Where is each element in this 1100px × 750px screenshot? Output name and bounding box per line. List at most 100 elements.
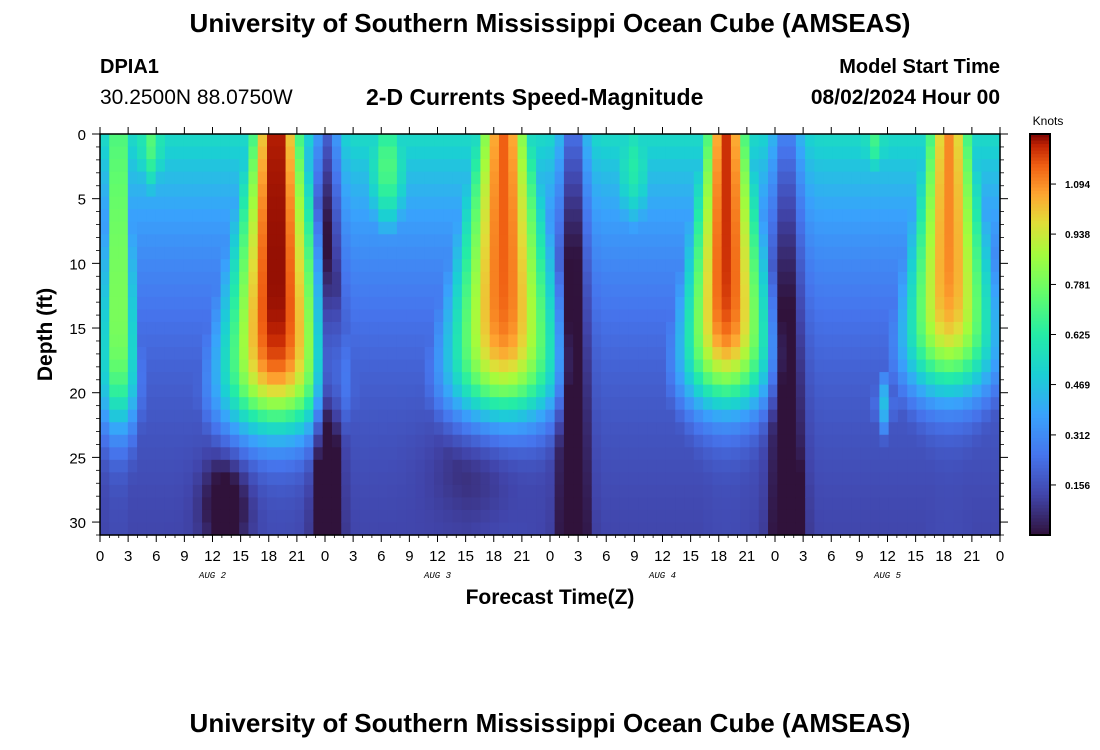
heat-cell — [860, 372, 871, 386]
heat-cell — [619, 309, 630, 323]
heat-cell — [730, 309, 741, 323]
heat-cell — [313, 372, 324, 386]
heat-cell — [591, 296, 602, 311]
heat-cell — [730, 372, 741, 386]
heat-cell — [619, 472, 630, 486]
heat-cell — [703, 447, 713, 461]
day-label: AUG 3 — [423, 571, 452, 581]
heat-cell — [229, 497, 240, 511]
heat-cell — [860, 334, 871, 348]
heat-cell — [990, 347, 1001, 361]
heat-cell — [220, 434, 231, 448]
colorbar-segment — [1030, 511, 1050, 516]
heat-cell — [452, 209, 463, 223]
heat-cell — [749, 347, 760, 361]
heat-cell — [434, 221, 444, 235]
heat-cell — [229, 422, 240, 436]
heat-cell — [619, 359, 630, 373]
heat-cell — [573, 522, 584, 536]
heat-cell — [146, 259, 157, 273]
heat-cell — [795, 347, 806, 361]
heat-cell — [795, 259, 806, 273]
heat-cell — [897, 459, 908, 473]
heat-cell — [378, 447, 389, 461]
heat-cell — [229, 397, 240, 411]
heat-cell — [406, 196, 417, 210]
heat-cell — [582, 359, 593, 373]
heat-cell — [879, 359, 890, 373]
heat-cell — [211, 309, 222, 323]
heat-cell — [721, 334, 732, 348]
heat-cell — [526, 472, 537, 486]
heat-cell — [517, 271, 528, 285]
heat-cell — [610, 309, 621, 323]
heat-cell — [907, 146, 918, 160]
heat-cell — [461, 309, 472, 323]
heat-cell — [656, 209, 667, 223]
heat-cell — [406, 472, 417, 486]
heat-cell — [248, 484, 259, 499]
heat-cell — [294, 509, 305, 524]
heat-cell — [100, 209, 110, 223]
heat-cell — [164, 447, 175, 461]
heat-cell — [304, 434, 314, 448]
heat-cell — [851, 296, 862, 311]
heat-cell — [610, 296, 621, 311]
heat-cell — [239, 447, 250, 461]
heat-cell — [870, 209, 880, 223]
heat-cell — [777, 472, 788, 486]
heat-cell — [545, 171, 556, 185]
heat-cell — [730, 472, 741, 486]
heat-cell — [406, 321, 417, 336]
heat-cell — [935, 221, 945, 235]
heat-cell — [359, 296, 370, 311]
heat-cell — [925, 234, 936, 248]
heat-cell — [127, 196, 138, 210]
heat-cell — [118, 146, 129, 160]
heat-cell — [758, 284, 769, 298]
colorbar-segment — [1030, 167, 1050, 172]
heat-cell — [656, 146, 667, 160]
colorbar-segment — [1030, 174, 1050, 179]
heat-cell — [777, 422, 788, 436]
heat-cell — [703, 472, 713, 486]
heat-cell — [424, 284, 435, 298]
heat-cell — [267, 347, 277, 361]
heat-cell — [582, 422, 593, 436]
heat-cell — [508, 134, 519, 148]
heat-cell — [832, 184, 843, 198]
heat-cell — [860, 397, 871, 411]
heat-cell — [406, 134, 417, 148]
heat-cell — [749, 359, 760, 373]
heat-cell — [601, 497, 611, 511]
x-tick-label: 3 — [124, 548, 132, 565]
heat-cell — [563, 434, 574, 448]
heat-cell — [916, 384, 927, 398]
colorbar-segment — [1030, 327, 1050, 332]
heat-cell — [517, 134, 528, 148]
heat-cell — [907, 509, 918, 524]
colorbar-segment — [1030, 134, 1050, 138]
heat-cell — [331, 159, 342, 173]
heat-cell — [703, 296, 713, 311]
heat-cell — [480, 447, 491, 461]
heat-cell — [331, 509, 342, 524]
heat-cell — [935, 184, 945, 198]
heat-cell — [536, 209, 546, 223]
heat-cell — [517, 472, 528, 486]
heat-cell — [879, 472, 890, 486]
heat-cell — [257, 484, 268, 499]
colorbar-segment — [1030, 357, 1050, 362]
heat-cell — [424, 359, 435, 373]
heat-cell — [545, 434, 556, 448]
heat-cell — [944, 409, 955, 423]
heat-cell — [480, 422, 491, 436]
heat-cell — [415, 196, 426, 210]
heat-cell — [294, 422, 305, 436]
heat-cell — [972, 484, 983, 499]
heat-cell — [276, 522, 287, 536]
heat-cell — [294, 209, 305, 223]
heat-cell — [656, 422, 667, 436]
heat-cell — [248, 359, 259, 373]
heat-cell — [684, 271, 695, 285]
